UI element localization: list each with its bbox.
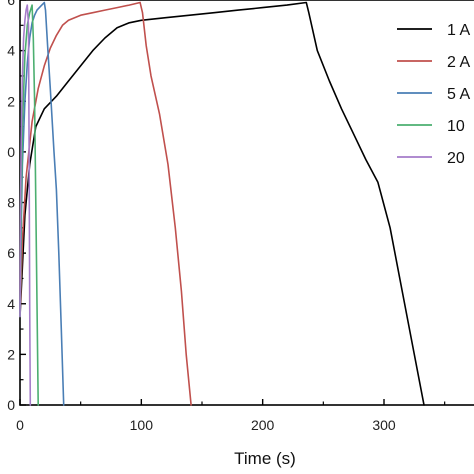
- legend-label: 1 A: [447, 22, 470, 39]
- y-tick-label: 4: [7, 296, 15, 312]
- series-line-1-a: [19, 1, 425, 406]
- y-tick-label: 0: [7, 397, 15, 413]
- legend-label: 2 A: [447, 54, 470, 71]
- x-axis-title: Time (s): [234, 449, 296, 468]
- y-tick-label: 6: [7, 0, 15, 8]
- x-tick-label: 0: [16, 417, 24, 433]
- y-tick-label: 0: [7, 144, 15, 160]
- legend-label: 5 A: [447, 86, 470, 103]
- x-tick-label: 200: [251, 417, 275, 433]
- y-tick-label: 2: [7, 346, 15, 362]
- series-line-5-a: [19, 1, 65, 406]
- y-tick-label: 2: [7, 93, 15, 109]
- y-tick-label: 8: [7, 195, 15, 211]
- series-line-10: [19, 4, 40, 406]
- series-line-2-a: [19, 1, 192, 406]
- y-tick-label: 4: [7, 43, 15, 59]
- x-tick-label: 100: [130, 417, 154, 433]
- series-layer: [19, 1, 425, 406]
- legend-label: 20: [447, 150, 465, 167]
- x-axis-ticks: 0 100 200 300: [16, 399, 446, 433]
- y-tick-label: 6: [7, 245, 15, 261]
- legend: 1 A 2 A 5 A 10 20: [397, 22, 470, 167]
- x-tick-label: 300: [372, 417, 396, 433]
- legend-label: 10: [447, 118, 465, 135]
- series-line-20: [19, 4, 32, 406]
